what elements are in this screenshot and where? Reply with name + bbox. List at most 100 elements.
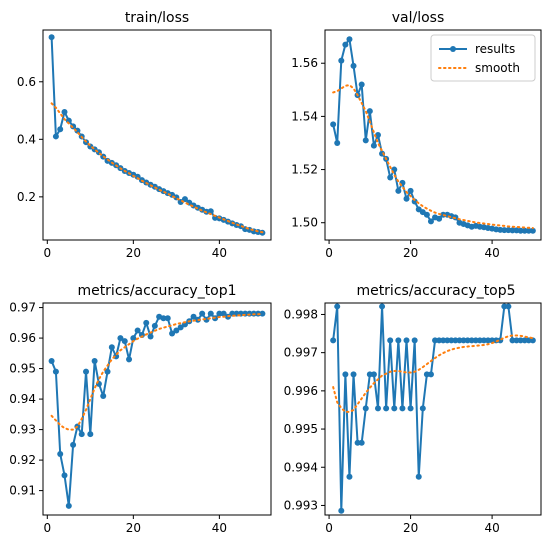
legend-results-label: results (475, 42, 515, 56)
y-tick-label: 0.93 (9, 423, 36, 437)
y-tick-label: 1.50 (291, 216, 318, 230)
series-results-point (403, 337, 410, 344)
plot-area (330, 303, 536, 514)
panel-accuracy-top1: metrics/accuracy_top1 0 20 40 0.91 0.92 0.93 0… (9, 283, 272, 535)
axes-frame (42, 29, 272, 241)
series-results-point (164, 315, 171, 322)
series-results-point (52, 133, 59, 140)
y-tick-label: 1.54 (291, 109, 318, 123)
series-results-point (216, 310, 223, 317)
series-results-point (338, 507, 345, 514)
series-results-point (407, 187, 414, 194)
series-results-point (342, 41, 349, 48)
series-results-point (411, 337, 418, 344)
series-results-point (52, 368, 59, 375)
y-tick-label: 0.6 (17, 75, 36, 89)
series-results-point (346, 473, 353, 480)
y-tick-label: 0.996 (284, 384, 318, 398)
plot-area (48, 310, 266, 509)
axes-frame (324, 302, 542, 516)
series-results-point (134, 327, 141, 334)
series-results-point (358, 439, 365, 446)
series-results-point (370, 371, 377, 378)
x-tick-label: 20 (126, 246, 141, 260)
series-results-point (427, 371, 434, 378)
y-tick-label: 1.56 (291, 56, 318, 70)
series-results-point (151, 322, 158, 329)
series-results-point (334, 303, 341, 310)
series-results-point (65, 502, 72, 509)
series-results-point (387, 337, 394, 344)
axes-frame (42, 302, 272, 516)
series-results-point (207, 310, 214, 317)
series-results-point (173, 327, 180, 334)
panel-accuracy-top5: metrics/accuracy_top5 0 20 40 0.993 0.994 0.9… (284, 283, 542, 535)
series-results-point (346, 36, 353, 43)
series-results-point (427, 218, 434, 225)
series-results-point (529, 227, 536, 234)
series-results-point (70, 441, 77, 448)
y-tick-label: 0.994 (284, 460, 318, 474)
legend: results smooth (430, 34, 536, 82)
series-results-point (130, 335, 137, 342)
y-tick-label: 0.997 (284, 346, 318, 360)
series-smooth-line (332, 83, 534, 230)
y-tick-label: 0.94 (9, 392, 36, 406)
series-results-point (399, 405, 406, 412)
y-tick-label: 0.995 (284, 422, 318, 436)
series-results-point (505, 303, 512, 310)
series-results-point (395, 337, 402, 344)
series-results-point (70, 123, 77, 130)
series-results-point (403, 195, 410, 202)
series-results-point (334, 139, 341, 146)
series-results-point (48, 34, 55, 41)
series-results-point (87, 431, 94, 438)
series-results-point (78, 431, 85, 438)
series-results-point (362, 137, 369, 144)
series-results-point (199, 310, 206, 317)
plot-area (48, 34, 266, 236)
series-results-point (121, 338, 128, 345)
series-results-point (91, 357, 98, 364)
series-results-point (436, 215, 443, 222)
series-results-point (126, 356, 133, 363)
x-tick-label: 0 (325, 246, 333, 260)
y-tick-label: 1.52 (291, 163, 318, 177)
series-results-point (423, 211, 430, 218)
series-results-point (181, 196, 188, 203)
y-tick-label: 0.92 (9, 453, 36, 467)
x-tick-label: 0 (43, 521, 51, 535)
series-results-point (407, 405, 414, 412)
series-results-point (169, 330, 176, 337)
series-results-point (190, 313, 197, 320)
series-results-point (160, 315, 167, 322)
series-results-point (48, 357, 55, 364)
x-tick-label: 20 (126, 521, 141, 535)
x-tick-label: 40 (212, 246, 227, 260)
x-tick-label: 0 (43, 246, 51, 260)
series-results-point (117, 335, 124, 342)
legend-frame (430, 34, 536, 82)
series-results-point (391, 405, 398, 412)
series-results-point (362, 405, 369, 412)
series-results-point (259, 310, 266, 317)
series-smooth-line (50, 102, 264, 234)
x-tick-label: 40 (212, 521, 227, 535)
y-tick-label: 0.993 (284, 498, 318, 512)
y-tick-label: 0.4 (17, 132, 36, 146)
x-tick-label: 20 (403, 246, 418, 260)
x-tick-label: 0 (325, 521, 333, 535)
series-results-point (330, 121, 337, 128)
y-tick-label: 0.95 (9, 362, 36, 376)
chart-title: metrics/accuracy_top1 (77, 283, 236, 299)
series-results-point (147, 333, 154, 340)
series-results-point (358, 81, 365, 88)
y-tick-label: 0.96 (9, 331, 36, 345)
series-results-point (338, 57, 345, 64)
series-results-point (330, 337, 337, 344)
series-results-line (50, 312, 263, 507)
series-results-point (143, 319, 150, 326)
x-tick-label: 40 (484, 246, 499, 260)
series-results-point (529, 337, 536, 344)
